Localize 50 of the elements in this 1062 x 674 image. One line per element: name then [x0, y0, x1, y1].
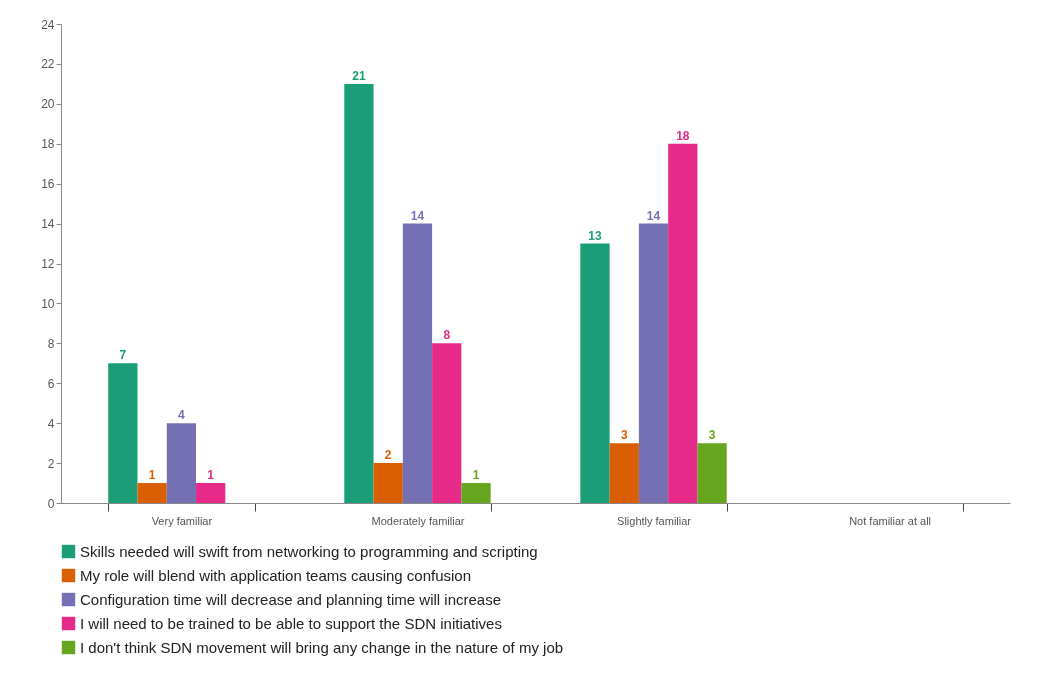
x-tick-label: Moderately familiar	[371, 514, 465, 527]
y-tick-label: 24	[41, 17, 55, 32]
data-label: 14	[646, 208, 661, 223]
y-tick-label: 14	[41, 217, 55, 232]
y-tick-label: 22	[41, 57, 55, 72]
data-label: 2	[384, 448, 392, 463]
data-label: 4	[178, 408, 186, 423]
data-label: 3	[620, 428, 628, 443]
legend-label: Configuration time will decrease and planning time will increase	[80, 590, 502, 608]
data-label: 3	[708, 428, 716, 443]
bar	[344, 83, 374, 503]
bar	[373, 463, 403, 503]
legend-label: Skills needed will swift from networking to programming and scripting	[80, 542, 538, 560]
x-tick-label: Very familiar	[151, 514, 213, 527]
bar	[638, 223, 669, 503]
bar	[609, 443, 639, 503]
y-tick-label: 2	[47, 456, 55, 471]
legend-label: I don't think SDN movement will bring any change in the nature of my job	[80, 638, 564, 656]
data-label: 1	[207, 468, 215, 483]
data-label: 14	[410, 208, 425, 223]
y-tick-label: 6	[47, 376, 55, 391]
y-tick-label: 16	[41, 177, 55, 192]
data-label: 13	[588, 228, 602, 243]
bar	[668, 143, 698, 503]
y-tick-label: 20	[41, 97, 55, 112]
y-tick-label: 18	[41, 137, 55, 152]
data-label: 1	[472, 468, 480, 483]
data-label: 18	[676, 128, 690, 143]
data-label: 8	[443, 328, 451, 343]
y-tick-label: 12	[41, 257, 55, 271]
bar	[402, 223, 433, 503]
data-label: 1	[148, 468, 156, 483]
bar	[432, 343, 462, 503]
x-tick-label: Slightly familiar	[617, 514, 692, 527]
bar	[108, 363, 138, 503]
y-tick-label: 0	[47, 496, 55, 511]
bar	[137, 483, 167, 503]
bar	[166, 423, 197, 503]
y-tick-label: 8	[47, 336, 55, 351]
bar	[580, 243, 610, 503]
y-tick-label: 10	[41, 296, 55, 311]
bar	[697, 443, 727, 503]
legend-label: I will need to be trained to be able to support the SDN initiatives	[80, 614, 502, 632]
x-tick-label: Not familiar at all	[849, 514, 932, 527]
legend-label: My role will blend with application teams causing confusion	[80, 566, 472, 584]
y-tick-label: 4	[47, 416, 55, 431]
bar	[196, 483, 226, 503]
data-label: 7	[119, 348, 127, 363]
bar	[461, 483, 491, 503]
data-label: 21	[352, 68, 366, 83]
